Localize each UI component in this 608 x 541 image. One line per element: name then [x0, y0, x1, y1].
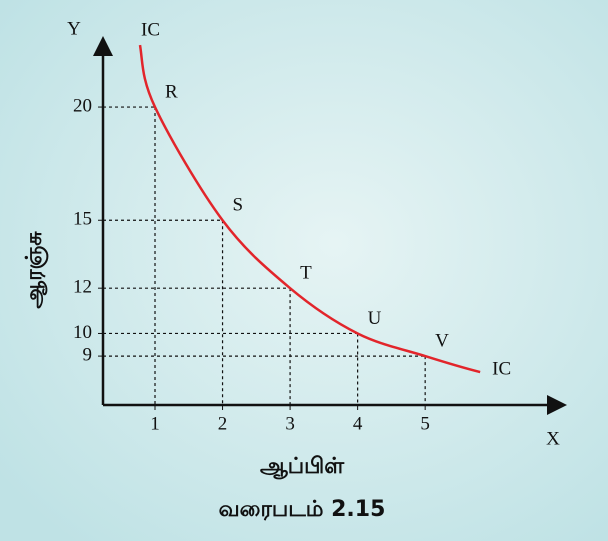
point-label: S — [233, 195, 244, 216]
y-tick-label: 20 — [73, 95, 92, 116]
x-title: ஆப்பிள் — [260, 454, 345, 480]
x-tick-label: 3 — [285, 413, 295, 434]
x-arrow — [547, 395, 567, 415]
point-label: T — [300, 263, 312, 284]
point-label: V — [435, 330, 449, 351]
caption: வரைபடம் 2.15 — [219, 497, 386, 522]
y-tick-label: 10 — [73, 322, 92, 343]
x-tick-label: 5 — [420, 413, 430, 434]
x-tick-label: 2 — [218, 413, 228, 434]
y-axis-label: Y — [67, 18, 81, 39]
curve-label: IC — [141, 19, 160, 40]
x-tick-label: 1 — [150, 413, 160, 434]
y-tick-label: 15 — [73, 209, 92, 230]
y-arrow — [93, 36, 113, 56]
x-tick-label: 4 — [353, 413, 363, 434]
ic-curve — [138, 44, 481, 374]
point-label: R — [165, 81, 178, 102]
y-tick-label: 9 — [83, 344, 93, 365]
curve-label: IC — [492, 358, 511, 379]
x-axis-label: X — [546, 428, 560, 449]
y-tick-label: 12 — [73, 277, 92, 298]
y-title: ஆரஞ்சு — [22, 231, 49, 309]
point-label: U — [368, 308, 382, 329]
